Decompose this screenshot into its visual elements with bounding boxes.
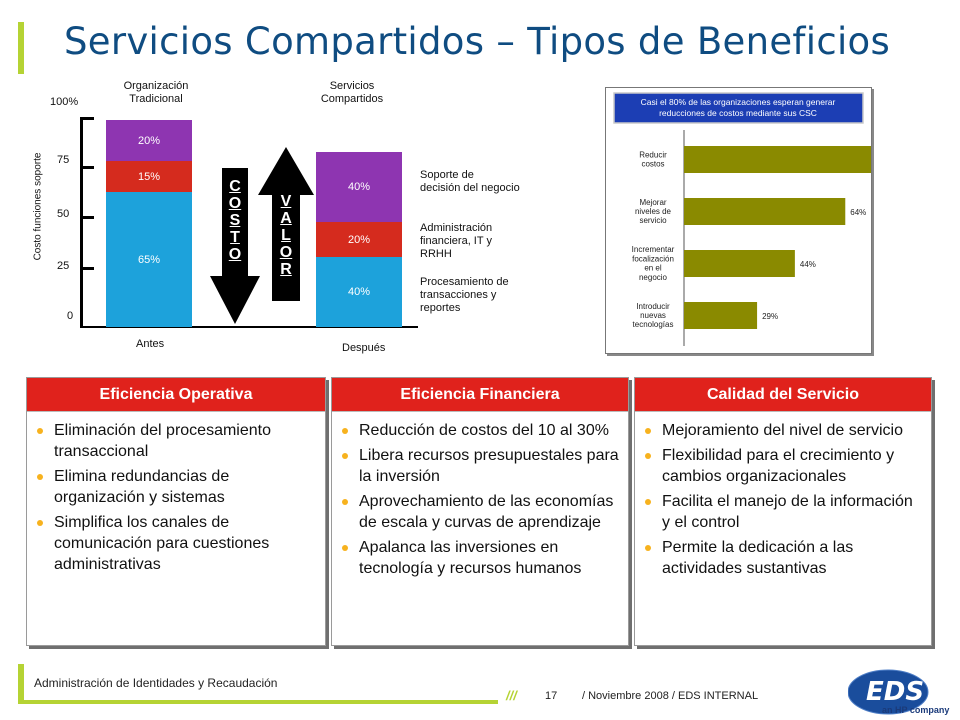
list-item: Reducción de costos del 10 al 30% (342, 420, 622, 441)
footer-page-number: 17 (545, 690, 558, 702)
bullet-list: Mejoramiento del nivel de servicio Flexi… (635, 412, 931, 579)
chart-category-label: negocio (639, 273, 668, 282)
bar-segment: 40% (316, 152, 402, 222)
y-axis-label: Costo funciones soporte (32, 152, 44, 261)
eds-globe-icon (848, 669, 929, 715)
chart-category-label: nuevas (640, 311, 666, 320)
chart-category-label: focalización (632, 254, 674, 263)
page-title: Servicios Compartidos – Tipos de Benefic… (64, 20, 891, 63)
chart-title-band (613, 92, 864, 124)
box-eficiencia-financiera: Eficiencia Financiera Reducción de costo… (331, 377, 629, 646)
bar-segment: 15% (106, 161, 192, 192)
ytick-0: 0 (67, 310, 74, 322)
footer-right-text: / Noviembre 2008 / EDS INTERNAL (582, 690, 759, 702)
list-item: Flexibilidad para el crecimiento y cambi… (645, 445, 925, 487)
box-calidad-servicio: Calidad del Servicio Mejoramiento del ni… (634, 377, 932, 646)
list-item: Apalanca las inversiones en tecnología y… (342, 537, 622, 579)
bar-despues: 40% 20% 40% (316, 152, 402, 327)
chart-title: Casi el 80% de las organizaciones espera… (641, 97, 836, 107)
y-axis-tick (80, 216, 94, 219)
chart-bar (684, 250, 795, 277)
valor-up-arrow-icon (258, 147, 314, 301)
logo-sub-text: an HP company (882, 705, 950, 715)
bar-segment: 20% (316, 222, 402, 257)
footer-accent-bar (18, 664, 24, 704)
chart-category-label: Incrementar (632, 245, 675, 254)
list-item: Facilita el manejo de la información y e… (645, 491, 925, 533)
bar-segment: 20% (106, 120, 192, 161)
ytick-25: 25 (57, 260, 70, 272)
csc-chart-svg: Casi el 80% de las organizaciones espera… (613, 92, 871, 346)
legend-procesamiento: Procesamiento de transacciones y reporte… (420, 276, 509, 314)
chart-category-label: Mejorar (639, 198, 666, 207)
csc-expectations-chart: Casi el 80% de las organizaciones espera… (605, 87, 872, 354)
ytick-50: 50 (57, 208, 70, 220)
bar-segment: 65% (106, 192, 192, 327)
eds-logo: EDS an HP company (848, 668, 949, 718)
chart-bar (684, 198, 846, 225)
bar2-label: Después (342, 342, 386, 354)
costo-label: C O S T O (228, 178, 242, 263)
list-item: Elimina redundancias de organización y s… (37, 466, 319, 508)
valor-label: V A L O R (279, 193, 293, 278)
bullet-list: Eliminación del procesamiento transaccio… (27, 412, 325, 575)
chart-category-label: costos (641, 160, 664, 169)
list-item: Simplifica los canales de comunicación p… (37, 512, 319, 575)
col2-header: Servicios Compartidos (320, 80, 384, 105)
y-axis-tick (80, 267, 94, 270)
box-header: Eficiencia Operativa (27, 378, 325, 412)
col1-header: Organización Tradicional (123, 80, 189, 105)
bullet-list: Reducción de costos del 10 al 30% Libera… (332, 412, 628, 579)
list-item: Aprovechamiento de las economías de esca… (342, 491, 622, 533)
chart-title: reducciones de costos mediante sus CSC (659, 108, 817, 118)
chart-bar (684, 302, 758, 329)
box-eficiencia-operativa: Eficiencia Operativa Eliminación del pro… (26, 377, 326, 646)
list-item: Eliminación del procesamiento transaccio… (37, 420, 319, 462)
chart-category-label: Introducir (636, 302, 670, 311)
bar-antes: 20% 15% 65% (106, 120, 192, 327)
y-axis-tick (80, 166, 94, 169)
list-item: Mejoramiento del nivel de servicio (645, 420, 925, 441)
legend-administracion: Administración financiera, IT y RRHH (420, 222, 493, 260)
footer-left-text: Administración de Identidades y Recaudac… (34, 676, 278, 690)
chart-bar (684, 146, 871, 173)
chart-category-label: servicio (639, 216, 667, 225)
x-axis-line (80, 326, 418, 328)
chart-value-label: 44% (800, 260, 816, 269)
legend-soporte: Soporte de decisión del negocio (420, 169, 520, 194)
logo-eds-text: EDS (866, 677, 925, 707)
box-header: Calidad del Servicio (635, 378, 931, 412)
chart-value-label: 64% (850, 208, 866, 217)
chart-category-label: niveles de (635, 207, 672, 216)
ytick-100: 100% (50, 96, 79, 108)
y-axis-tick (80, 117, 94, 120)
ytick-75: 75 (57, 154, 70, 166)
chart-category-label: Reducir (639, 150, 667, 159)
list-item: Permite la dedicación a las actividades … (645, 537, 925, 579)
y-axis-line (80, 117, 83, 327)
footer-slashes: /// (506, 688, 517, 703)
box-header: Eficiencia Financiera (332, 378, 628, 412)
chart-value-label: 29% (762, 312, 778, 321)
title-accent-bar (18, 22, 24, 74)
chart-category-label: tecnologías (633, 320, 674, 329)
costo-down-arrow-icon (210, 168, 260, 324)
chart-category-label: en el (644, 264, 662, 273)
bar-segment: 40% (316, 257, 402, 327)
footer-accent-line (18, 700, 498, 704)
bar1-label: Antes (136, 338, 165, 350)
list-item: Libera recursos presupuestales para la i… (342, 445, 622, 487)
